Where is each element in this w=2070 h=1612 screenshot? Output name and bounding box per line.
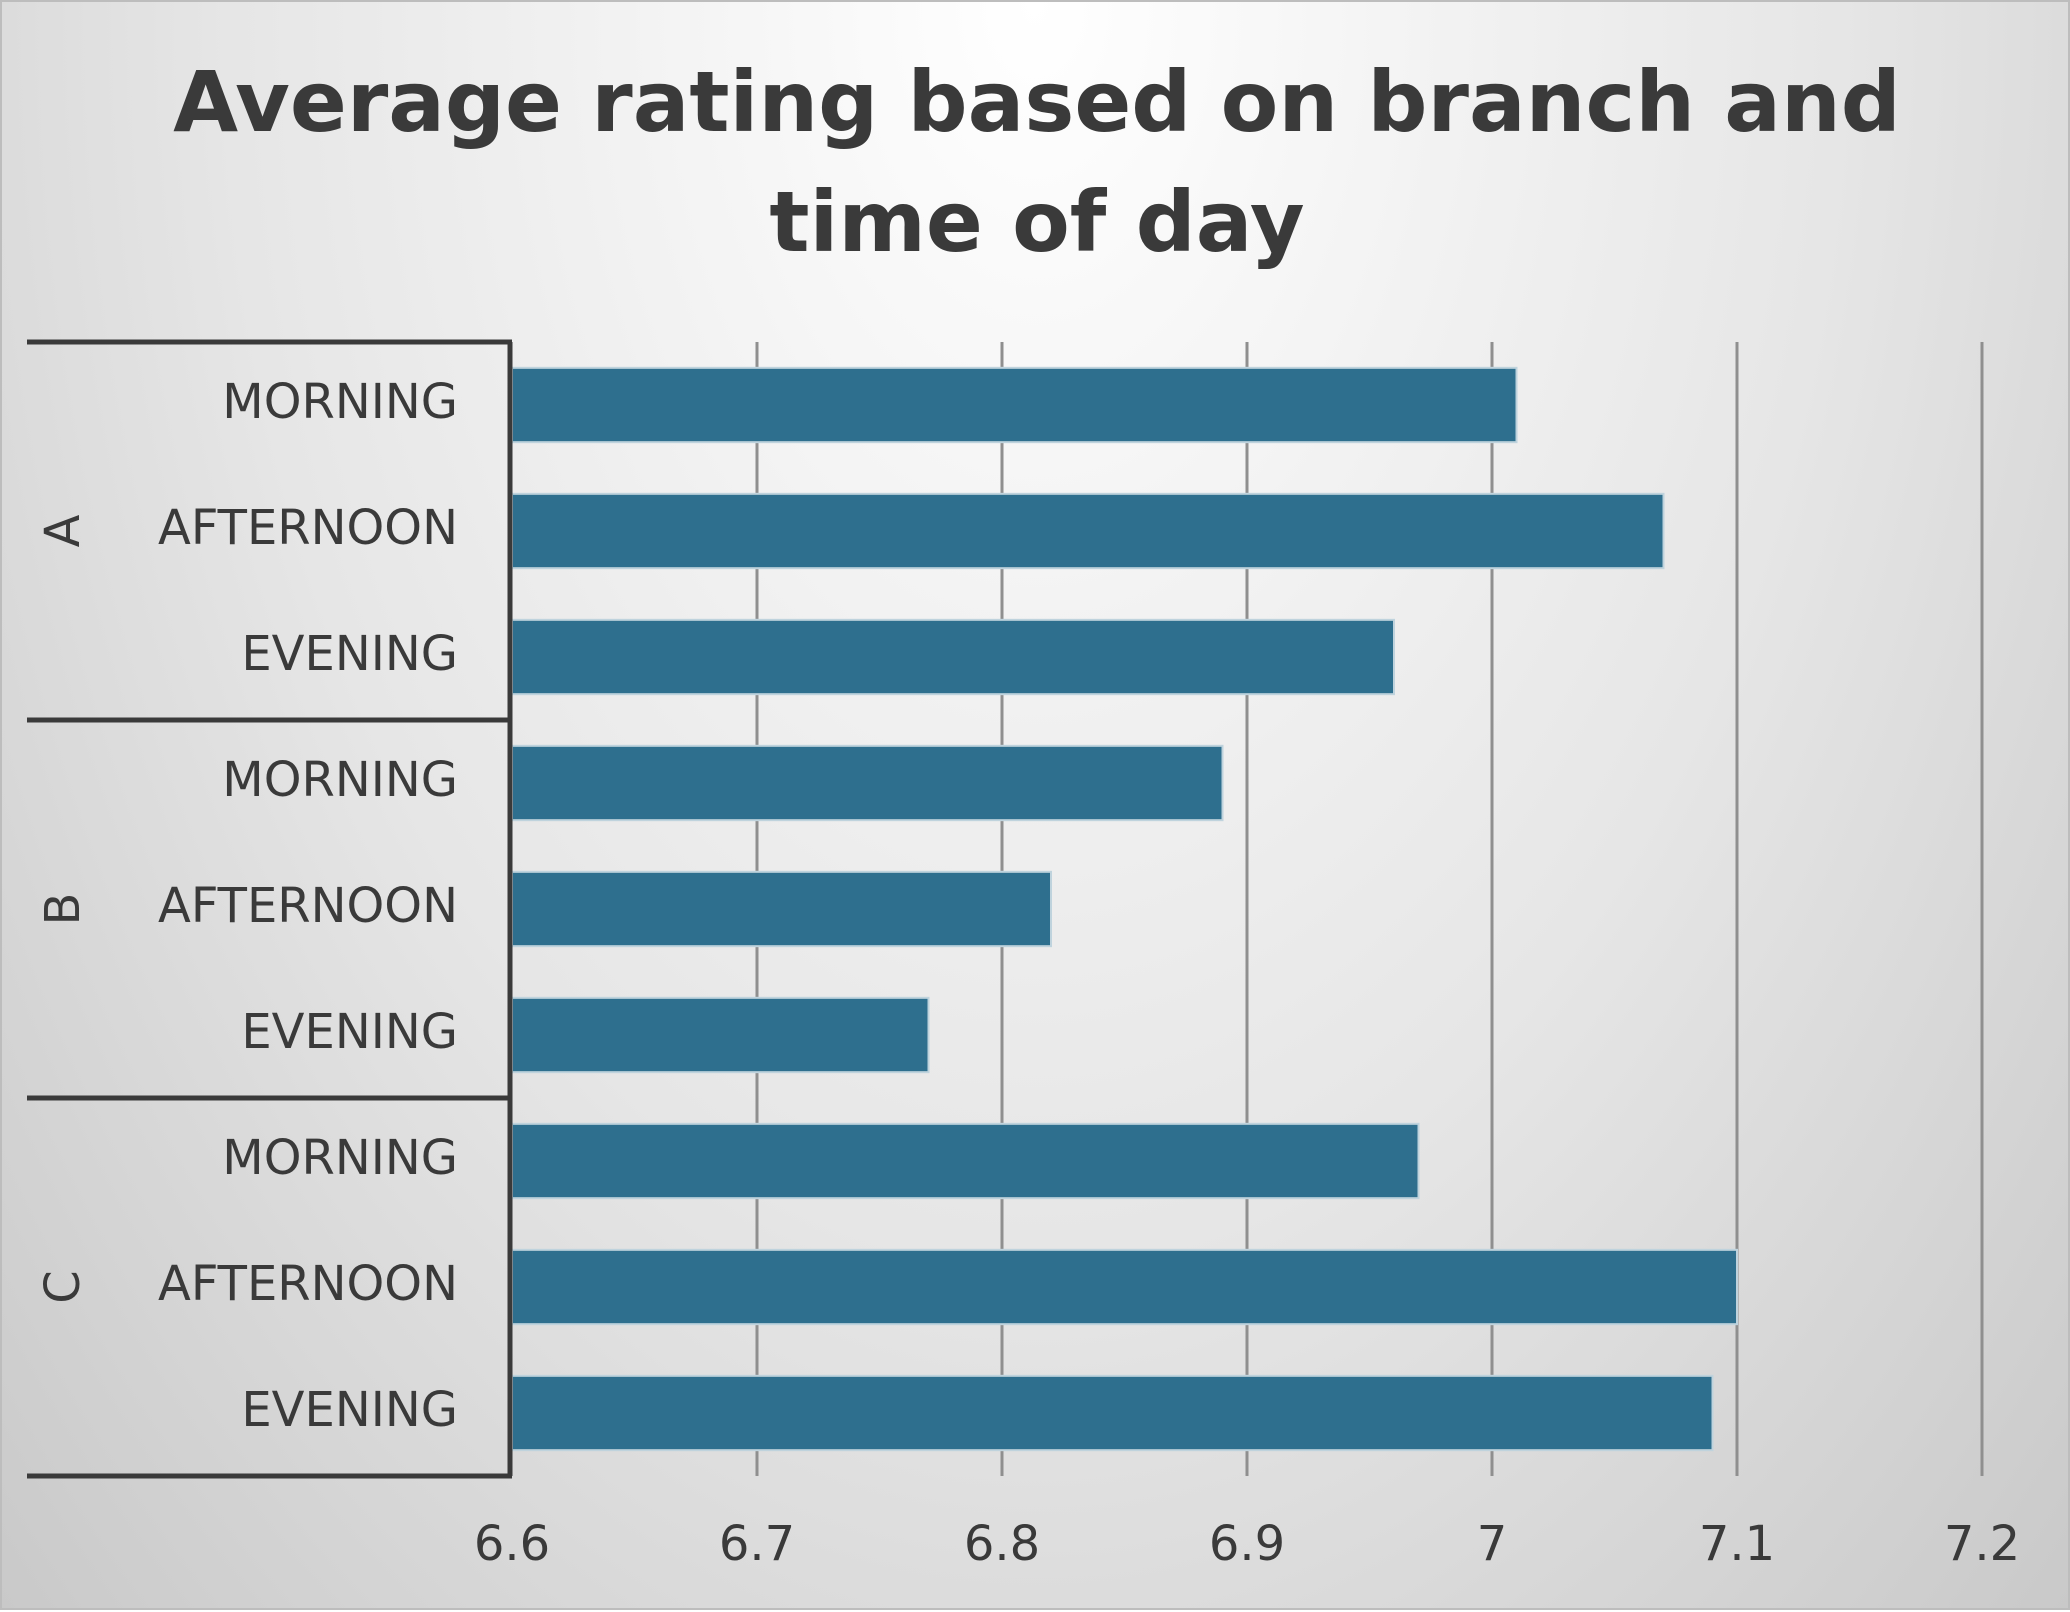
category-label: AFTERNOON — [158, 500, 458, 556]
category-label: AFTERNOON — [158, 1256, 458, 1312]
bar-c-afternoon — [511, 1248, 1738, 1326]
x-tick-label: 6.6 — [474, 1516, 550, 1572]
x-tick-label: 7.1 — [1699, 1516, 1775, 1572]
chart-title-line-1: Average rating based on branch and — [173, 53, 1901, 151]
x-tick-label: 7 — [1477, 1516, 1508, 1572]
bar-c-morning — [511, 1122, 1420, 1200]
bar-c-evening — [511, 1374, 1714, 1452]
x-tick-label: 7.2 — [1944, 1516, 2020, 1572]
bar-b-morning — [511, 744, 1224, 822]
chart-title-line-2: time of day — [769, 173, 1305, 271]
bar-a-afternoon — [511, 492, 1665, 570]
bar-b-afternoon — [511, 870, 1052, 948]
category-label: MORNING — [222, 752, 458, 808]
group-label: C — [35, 1270, 91, 1304]
category-label: EVENING — [241, 1382, 458, 1438]
group-label: A — [35, 514, 91, 547]
category-label: MORNING — [222, 374, 458, 430]
category-label: MORNING — [222, 1130, 458, 1186]
chart-title: Average rating based on branch and time … — [2, 42, 2070, 282]
x-tick-label: 6.8 — [964, 1516, 1040, 1572]
category-label: AFTERNOON — [158, 878, 458, 934]
x-tick-label: 6.9 — [1209, 1516, 1285, 1572]
bar-b-evening — [511, 996, 930, 1074]
bar-a-evening — [511, 618, 1395, 696]
group-label: B — [35, 893, 91, 926]
x-tick-label: 6.7 — [719, 1516, 795, 1572]
bar-a-morning — [511, 366, 1518, 444]
category-label: EVENING — [241, 626, 458, 682]
category-label: EVENING — [241, 1004, 458, 1060]
